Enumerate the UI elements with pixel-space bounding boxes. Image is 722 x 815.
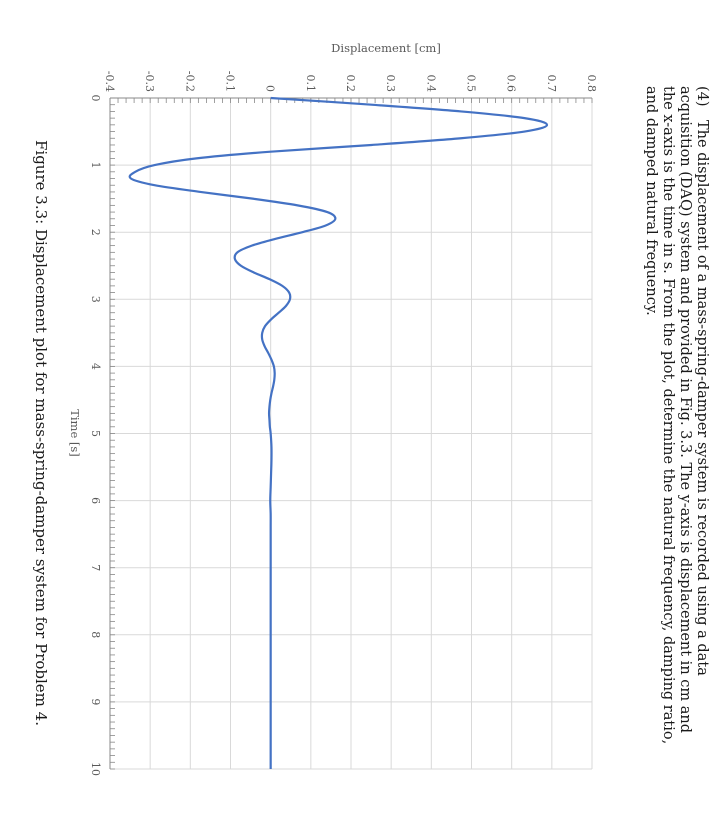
x-axis-label: Time [s] [68, 409, 82, 457]
x-tick-label: 10 [89, 762, 102, 776]
y-tick-label: 0 [264, 85, 277, 92]
grid-lines [109, 97, 593, 770]
y-tick-label: 0.3 [384, 75, 397, 93]
figure-caption: Figure 3.3: Displacement plot for mass-s… [32, 140, 50, 726]
y-axis-label: Displacement [cm] [331, 41, 441, 55]
x-tick-label: 4 [89, 363, 102, 370]
x-tick-label: 5 [89, 430, 102, 437]
y-tick-label: -0.3 [143, 71, 156, 92]
y-tick-label: -0.1 [224, 71, 237, 92]
x-tick-label: 8 [89, 631, 102, 638]
x-tick-label: 7 [89, 564, 102, 571]
y-tick-label: -0.2 [183, 71, 196, 92]
y-tick-label: 0.8 [585, 75, 598, 93]
x-tick-label: 6 [89, 497, 102, 504]
displacement-series-line [128, 96, 549, 769]
y-tick-label: -0.4 [103, 71, 116, 92]
x-tick-label: 2 [89, 229, 102, 236]
y-tick-label: 0.5 [465, 75, 478, 93]
x-tick-labels: 0 1 2 3 4 5 6 7 8 9 10 [89, 95, 102, 777]
x-tick-label: 0 [89, 95, 102, 102]
x-tick-label: 3 [89, 296, 102, 303]
y-tick-labels: -0.4 -0.3 -0.2 -0.1 0 0.1 0.2 0.3 0.4 0.5 0.6 0.7 0.… [103, 71, 598, 92]
y-tick-label: 0.2 [344, 75, 357, 93]
x-tick-label: 9 [89, 698, 102, 705]
y-tick-label: 0.4 [424, 75, 437, 93]
x-tick-label: 1 [89, 162, 102, 169]
y-tick-label: 0.7 [545, 75, 558, 93]
minor-ticks [109, 97, 593, 770]
y-tick-label: 0.6 [505, 75, 518, 93]
y-tick-label: 0.1 [304, 75, 317, 93]
